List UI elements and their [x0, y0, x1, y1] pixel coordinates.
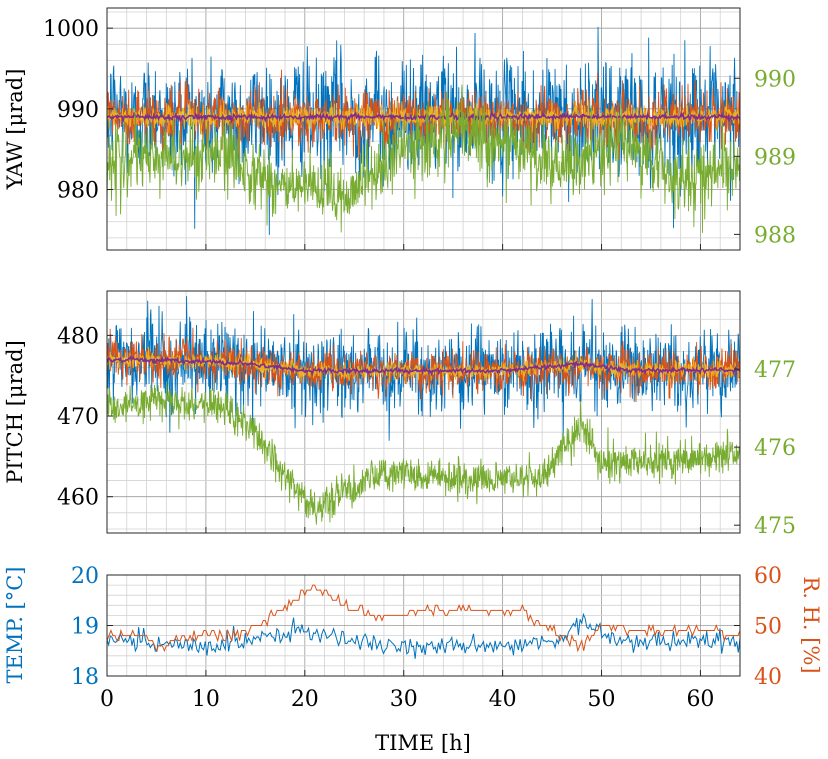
time-xlabel: TIME [h]	[375, 731, 471, 755]
y-tick-label: 18	[71, 665, 99, 690]
pitch-panel: 460 470 480 475 476 477 PITCH [μrad]	[3, 290, 796, 539]
series-yaw-band-inner	[106, 99, 741, 136]
humidity-ylabel: R. H. [%]	[799, 576, 823, 673]
y-tick-label: 990	[57, 98, 99, 123]
x-tick-label: 50	[588, 687, 616, 712]
x-tick-label: 40	[489, 687, 517, 712]
yaw-axes-frame	[106, 7, 741, 251]
series-pitch-band-inner	[106, 346, 741, 386]
series-pitch-mean	[106, 355, 741, 377]
y-tick-label: 460	[57, 486, 99, 511]
y-tick-label: 480	[57, 324, 99, 349]
pitch-axes-frame	[106, 290, 741, 534]
environment-grid	[106, 574, 741, 677]
yaw-right-ticks: 988 989 990	[734, 67, 796, 248]
y2-tick-label: 50	[754, 615, 782, 640]
y2-tick-label: 989	[754, 145, 796, 170]
environment-axes-frame	[106, 574, 741, 677]
pitch-series	[106, 296, 741, 525]
y-tick-label: 1000	[43, 17, 99, 42]
series-yaw-band-outer	[106, 26, 741, 235]
y2-tick-label: 476	[754, 436, 796, 461]
x-tick-label: 0	[100, 687, 114, 712]
y-tick-label: 980	[57, 179, 99, 204]
y-tick-label: 20	[71, 564, 99, 589]
time-ticks: 0 10 20 30 40 50 60	[100, 687, 714, 712]
pitch-ylabel: PITCH [μrad]	[3, 340, 27, 484]
yaw-left-ticks: 980 990 1000	[43, 17, 701, 250]
series-yaw-mean	[106, 109, 741, 124]
temperature-ticks: 18 19 20	[71, 564, 701, 690]
y2-tick-label: 60	[754, 564, 782, 589]
humidity-ticks: 40 50 60	[734, 564, 782, 690]
x-tick-label: 20	[291, 687, 319, 712]
yaw-ylabel: YAW [μrad]	[3, 69, 27, 191]
x-tick-label: 30	[390, 687, 418, 712]
y-tick-label: 470	[57, 405, 99, 430]
x-tick-label: 60	[686, 687, 714, 712]
y2-tick-label: 988	[754, 223, 796, 248]
yaw-panel: 980 990 1000 988 989 990 YAW [μrad]	[3, 7, 796, 251]
pitch-right-ticks: 475 476 477	[734, 358, 796, 539]
y2-tick-label: 40	[754, 665, 782, 690]
environment-series	[106, 584, 741, 659]
temperature-ylabel: TEMP. [°C]	[3, 566, 27, 683]
pitch-grid	[106, 291, 741, 533]
environment-panel: 18 19 20 40 50 60 0 10 20 30 40 50 60 TEMP. [°C] R…	[3, 564, 823, 755]
series-yaw-band-mid	[106, 69, 741, 161]
y2-tick-label: 477	[754, 358, 796, 383]
series-yaw-right-axis-	[106, 84, 741, 233]
y-tick-label: 19	[71, 615, 99, 640]
y2-tick-label: 990	[754, 67, 796, 92]
x-tick-label: 10	[192, 687, 220, 712]
yaw-series	[106, 26, 741, 235]
y2-tick-label: 475	[754, 514, 796, 539]
series-temperature	[106, 612, 741, 659]
pitch-left-ticks: 460 470 480	[57, 324, 701, 533]
series-humidity	[106, 584, 741, 653]
series-pitch-right-axis-	[106, 381, 741, 525]
